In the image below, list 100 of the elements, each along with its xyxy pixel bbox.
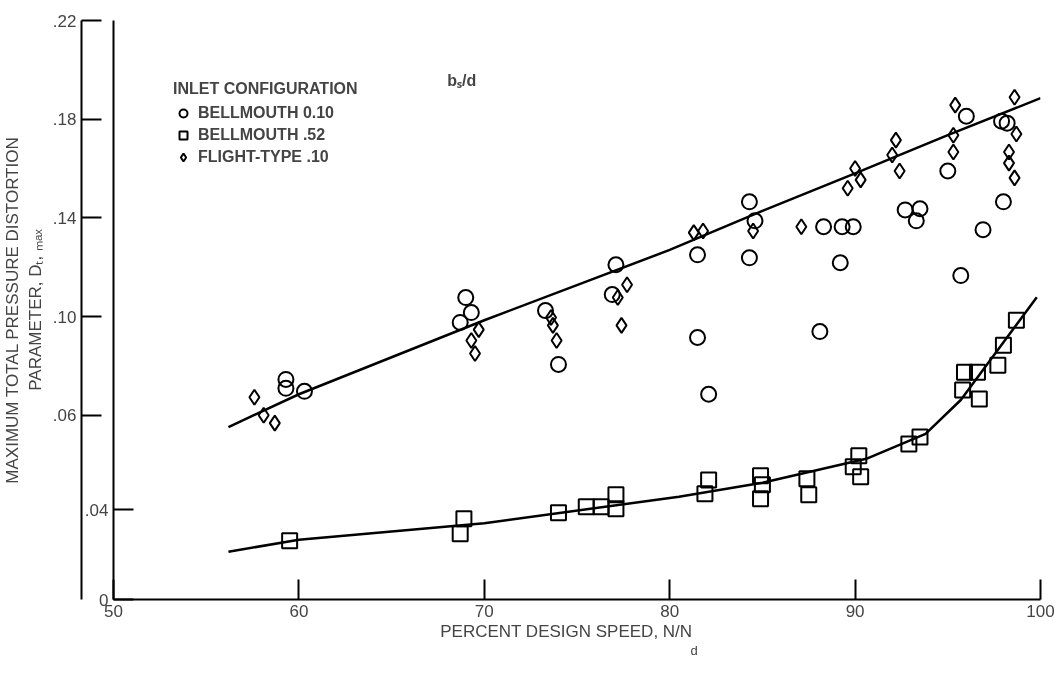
point xyxy=(815,218,833,236)
point xyxy=(1010,125,1023,143)
y-tick-label: .22 xyxy=(52,11,77,31)
point xyxy=(889,131,902,149)
point xyxy=(854,171,867,189)
point xyxy=(911,428,929,446)
point xyxy=(849,160,862,178)
point xyxy=(277,379,295,397)
point xyxy=(257,406,270,424)
point xyxy=(993,112,1011,130)
point xyxy=(687,224,700,242)
legend-label: BELLMOUTH 0.10 xyxy=(198,104,335,122)
point xyxy=(615,316,628,334)
point xyxy=(281,532,299,550)
x-tick-label: 100 xyxy=(1026,601,1055,621)
point xyxy=(465,331,478,349)
annotation: bₛ/d xyxy=(447,71,477,89)
point xyxy=(697,222,710,240)
point xyxy=(974,221,992,239)
point xyxy=(1002,143,1015,161)
point xyxy=(1002,154,1015,172)
point xyxy=(549,504,567,522)
point xyxy=(947,126,960,144)
y-tick-label: .14 xyxy=(52,208,77,228)
point xyxy=(911,200,929,218)
point xyxy=(994,336,1012,354)
legend-label: FLIGHT-TYPE .10 xyxy=(198,148,329,166)
point xyxy=(896,201,914,219)
point xyxy=(970,390,988,408)
point xyxy=(546,316,559,334)
point xyxy=(740,193,758,211)
point xyxy=(952,267,970,285)
point xyxy=(592,498,610,516)
y2-tick-label: .04 xyxy=(84,500,109,520)
x-axis-title: PERCENT DESIGN SPEED, N/Nd xyxy=(440,621,698,658)
point xyxy=(955,363,973,381)
x-tick-label: 60 xyxy=(289,601,309,621)
point xyxy=(841,179,854,197)
point xyxy=(295,382,313,400)
point xyxy=(577,498,595,516)
point xyxy=(472,321,485,339)
x-tick-label: 90 xyxy=(845,601,865,621)
point xyxy=(994,193,1012,211)
point xyxy=(989,356,1007,374)
point xyxy=(968,363,986,381)
point xyxy=(746,212,764,230)
point xyxy=(949,96,962,114)
point xyxy=(621,276,634,294)
point xyxy=(700,385,718,403)
point xyxy=(850,447,868,465)
point xyxy=(689,329,707,346)
point xyxy=(696,485,714,503)
point xyxy=(939,162,957,180)
point xyxy=(607,500,625,518)
line-series xyxy=(227,295,1039,553)
point xyxy=(689,246,707,264)
point xyxy=(700,471,718,489)
point xyxy=(752,467,770,485)
point xyxy=(893,162,906,180)
point xyxy=(536,302,554,320)
point xyxy=(603,286,621,304)
point xyxy=(607,486,625,504)
point xyxy=(451,313,469,331)
x-tick-label: 80 xyxy=(660,601,680,621)
point xyxy=(998,114,1016,132)
y-tick-label: .18 xyxy=(52,110,77,130)
point xyxy=(798,470,816,488)
point xyxy=(800,486,818,504)
point xyxy=(844,458,862,476)
point xyxy=(831,254,849,272)
point xyxy=(545,309,558,327)
y-axis-title: MAXIMUM TOTAL PRESSURE DISTORTION PARAMETER, Dₜ, ₘₐₓ xyxy=(3,137,45,484)
point xyxy=(833,218,851,236)
point xyxy=(844,218,862,236)
point xyxy=(611,289,624,307)
point xyxy=(1008,88,1021,106)
point xyxy=(451,525,469,543)
point xyxy=(740,249,758,267)
point xyxy=(811,323,829,341)
point xyxy=(747,222,760,240)
point xyxy=(550,331,563,349)
point xyxy=(549,355,567,373)
point xyxy=(457,289,475,307)
x-tick-label: 70 xyxy=(474,601,494,621)
point xyxy=(947,143,960,161)
point xyxy=(469,345,482,363)
point xyxy=(753,476,771,494)
point xyxy=(268,414,281,432)
point xyxy=(462,304,480,322)
legend-title: INLET CONFIGURATION xyxy=(173,80,358,98)
point xyxy=(900,435,918,453)
point xyxy=(1007,311,1025,329)
y-tick-label: .06 xyxy=(52,406,77,426)
point xyxy=(954,381,972,399)
point xyxy=(795,218,808,236)
point xyxy=(277,370,295,388)
point xyxy=(1008,169,1021,187)
point xyxy=(886,146,899,164)
point xyxy=(752,490,770,508)
point xyxy=(852,468,870,486)
